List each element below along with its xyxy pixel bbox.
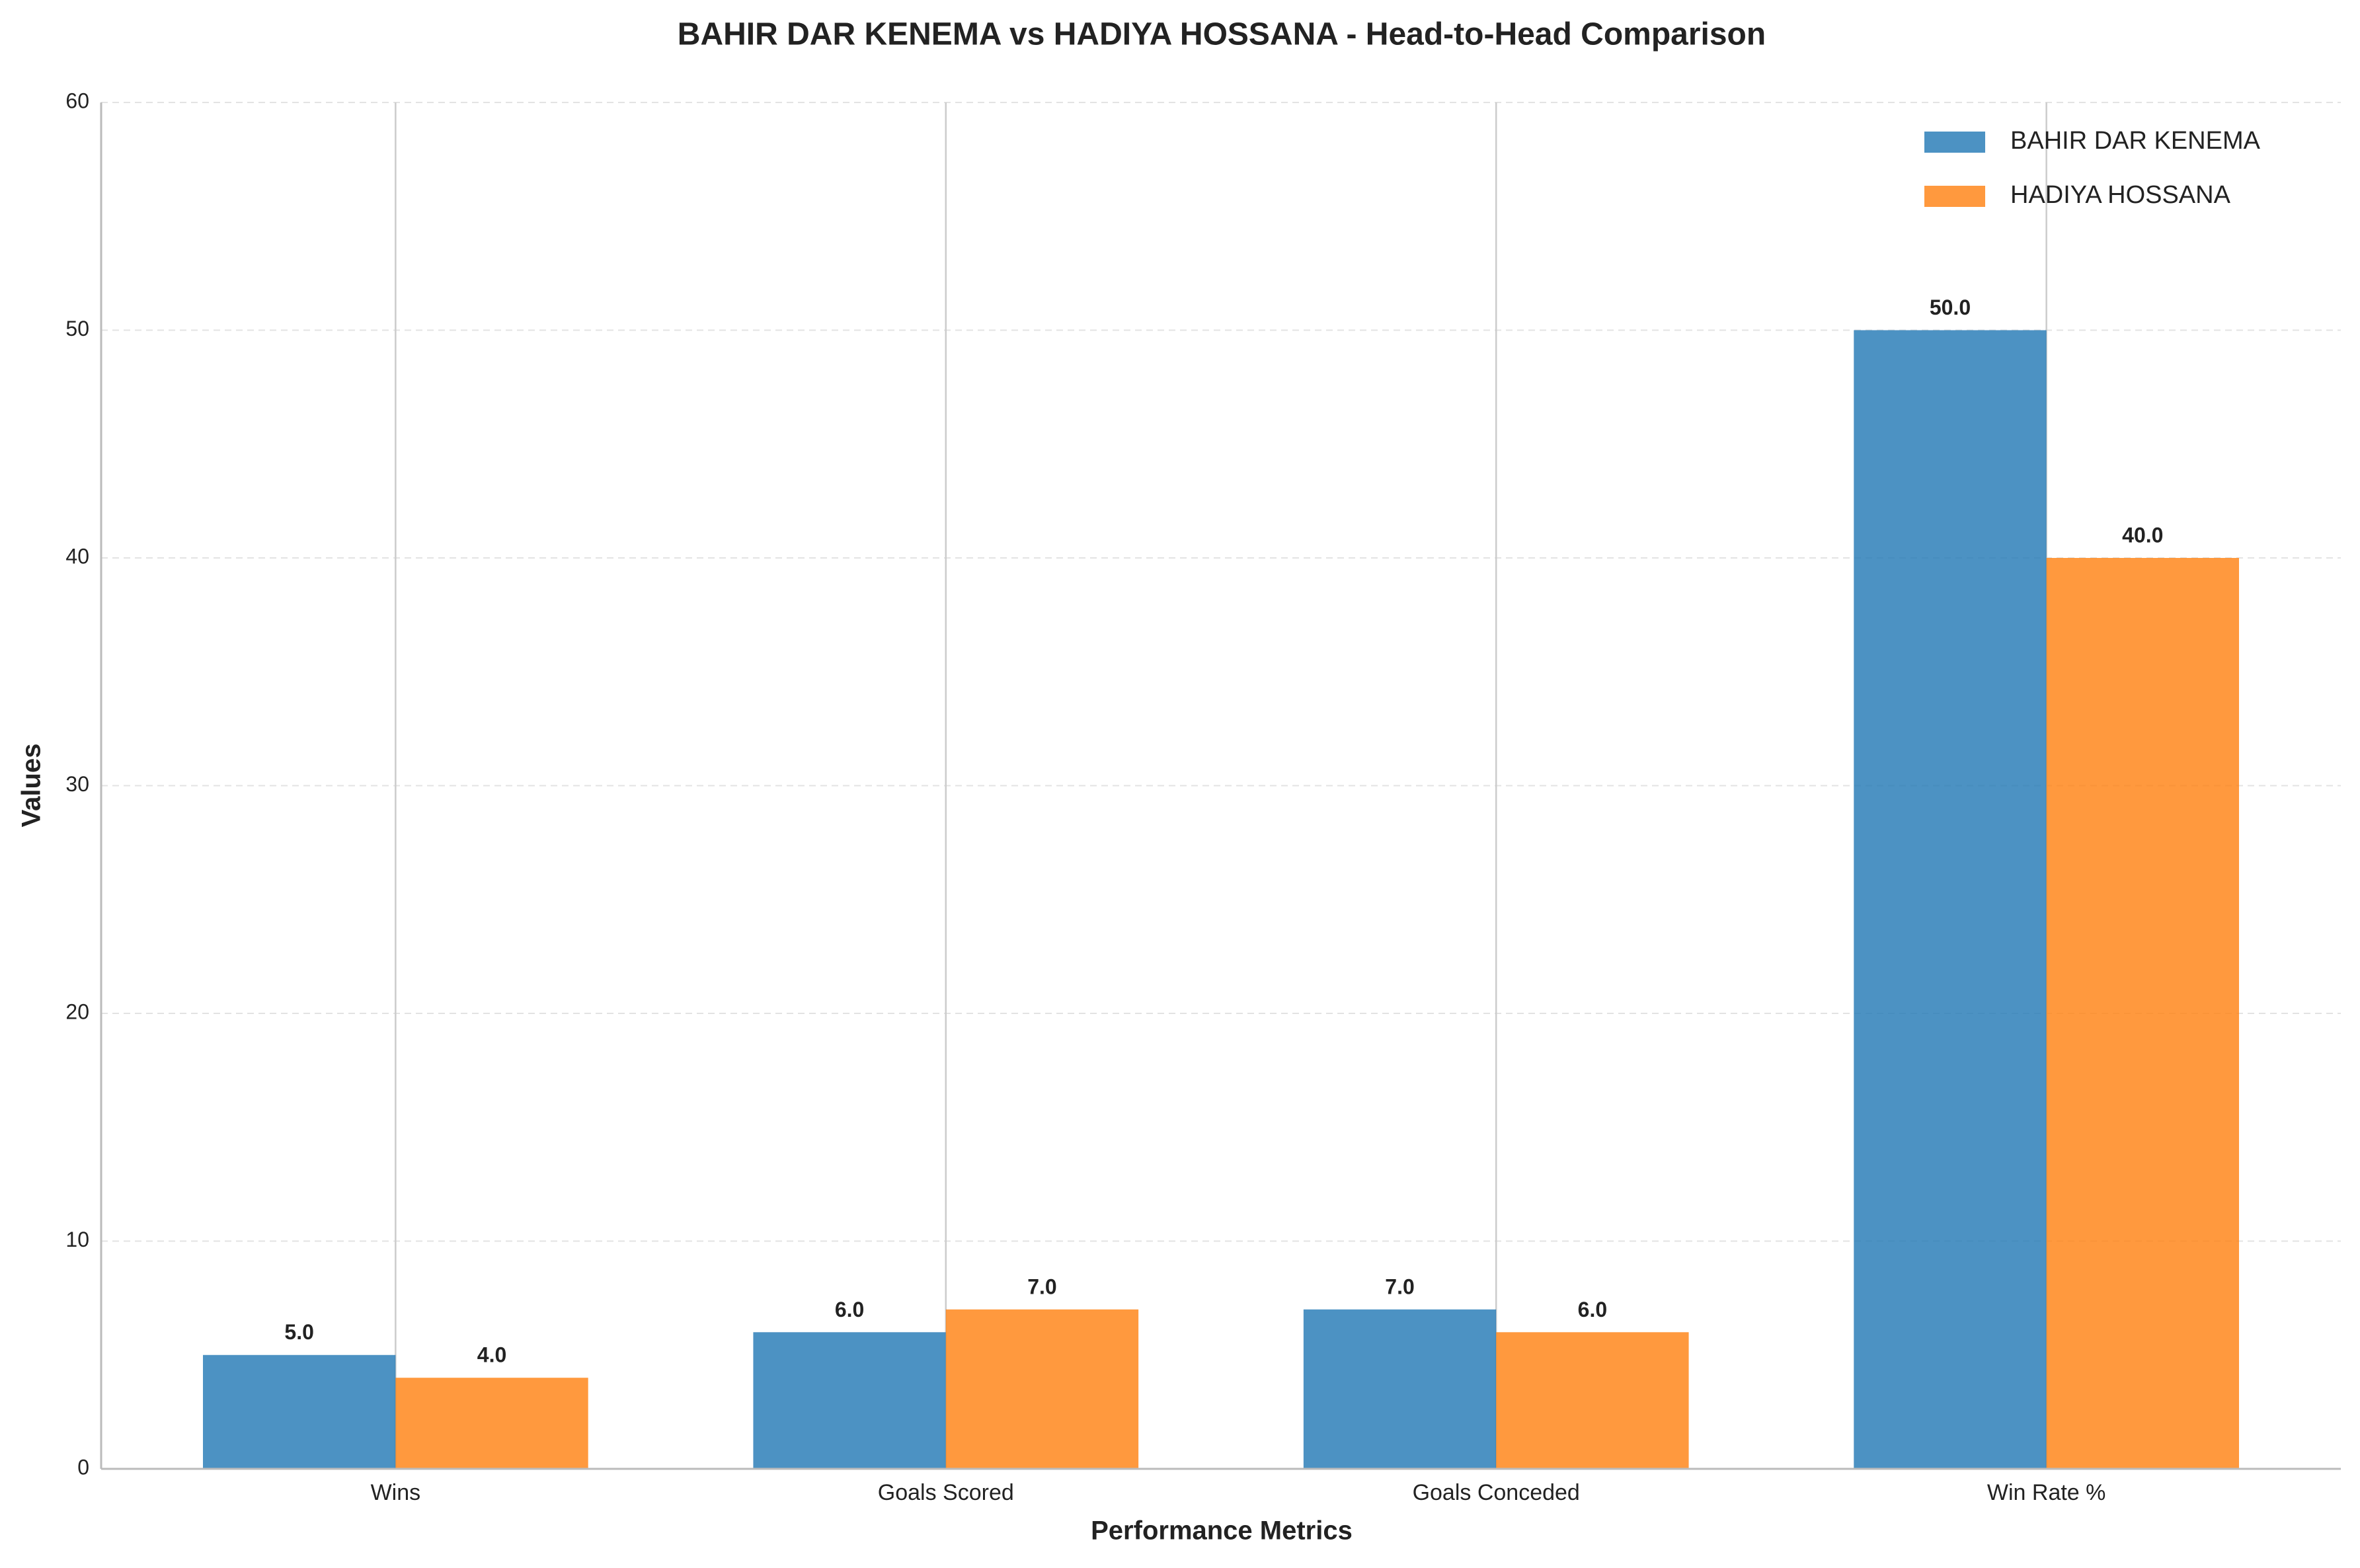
y-tick-label: 50 — [65, 317, 89, 340]
x-axis-label: Performance Metrics — [1091, 1516, 1353, 1546]
y-tick-label: 0 — [77, 1455, 89, 1479]
value-label: 6.0 — [835, 1298, 864, 1321]
value-label: 4.0 — [477, 1343, 506, 1367]
bar — [1854, 330, 2047, 1469]
value-label: 6.0 — [1578, 1298, 1607, 1321]
bar — [203, 1354, 396, 1469]
y-tick-label: 60 — [65, 89, 89, 112]
value-label: 50.0 — [1930, 295, 1971, 319]
value-label: 40.0 — [2122, 523, 2163, 547]
legend-label: HADIYA HOSSANA — [2010, 181, 2231, 209]
legend-label: BAHIR DAR KENEMA — [2010, 127, 2261, 155]
value-label: 5.0 — [284, 1320, 313, 1344]
x-tick-label: Wins — [371, 1480, 421, 1505]
bar — [395, 1378, 588, 1469]
x-tick-label: Goals Scored — [878, 1480, 1014, 1505]
legend-swatch — [1924, 186, 1985, 207]
x-tick-label: Win Rate % — [1987, 1480, 2106, 1505]
bar — [1303, 1309, 1497, 1469]
y-tick-label: 20 — [65, 1000, 89, 1023]
y-tick-label: 40 — [65, 544, 89, 568]
chart-title: BAHIR DAR KENEMA vs HADIYA HOSSANA - Hea… — [678, 17, 1766, 52]
value-label: 7.0 — [1027, 1274, 1056, 1298]
x-tick-label: Goals Conceded — [1413, 1480, 1580, 1505]
bar — [1496, 1332, 1689, 1469]
value-label: 7.0 — [1385, 1274, 1414, 1298]
bar — [753, 1332, 946, 1469]
y-tick-label: 10 — [65, 1228, 89, 1251]
y-axis-label: Values — [17, 744, 46, 828]
bar — [945, 1309, 1139, 1469]
legend-swatch — [1924, 132, 1985, 153]
bar — [2046, 558, 2239, 1469]
y-tick-label: 30 — [65, 772, 89, 796]
